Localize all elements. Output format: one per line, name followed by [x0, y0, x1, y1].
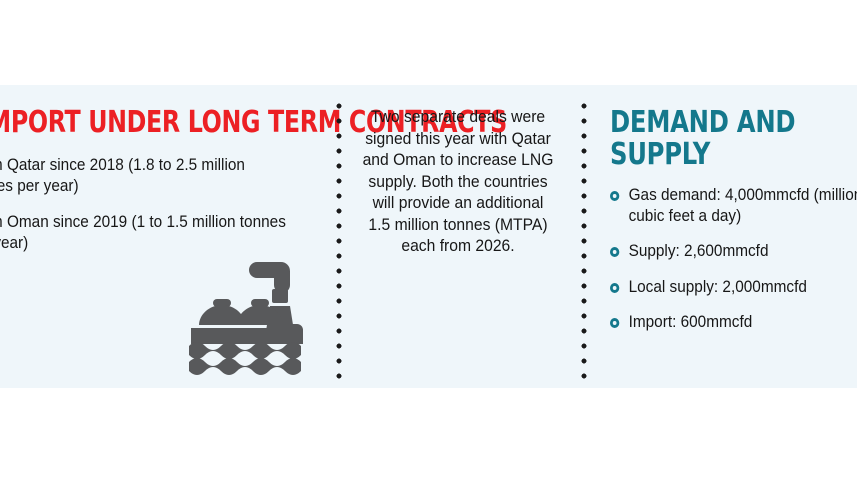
right-column-title-line-2: SUPPLY: [610, 136, 711, 172]
lng-ship-icon: [185, 252, 315, 377]
list-item-label: Local supply: 2,000mmcfd: [628, 277, 807, 296]
list-item: From Qatar since 2018 (1.8 to 2.5 millio…: [0, 155, 291, 198]
right-column-title: DEMAND AND SUPPLY: [610, 107, 857, 171]
left-column-title: G IMPORT UNDER LONG TERM CONTRACTS: [0, 105, 507, 140]
right-column-list: Gas demand: 4,000mmcfd (million cubic fe…: [610, 185, 857, 334]
dotted-divider-right: [581, 103, 587, 388]
list-item-label: Supply: 2,600mmcfd: [628, 242, 769, 261]
column-deal-summary: Two separate deals were signed this year…: [352, 85, 564, 388]
bullet-dot-icon: [610, 282, 620, 293]
list-item: From Oman since 2019 (1 to 1.5 million t…: [0, 212, 291, 255]
list-item-label: From Oman since 2019 (1 to 1.5 million t…: [0, 212, 286, 253]
list-item-label: From Qatar since 2018 (1.8 to 2.5 millio…: [0, 155, 245, 196]
list-item-label: Gas demand: 4,000mmcfd (million cubic fe…: [628, 185, 857, 226]
list-item: Import: 600mmcfd: [610, 312, 857, 333]
bullet-dot-icon: [610, 318, 620, 329]
column-demand-and-supply: DEMAND AND SUPPLY Gas demand: 4,000mmcfd…: [600, 85, 857, 388]
deal-summary-paragraph: Two separate deals were signed this year…: [362, 108, 554, 256]
left-column-list: From Qatar since 2018 (1.8 to 2.5 millio…: [0, 155, 316, 255]
bullet-dot-icon: [610, 247, 620, 258]
list-item: Supply: 2,600mmcfd: [610, 241, 857, 262]
list-item: Local supply: 2,000mmcfd: [610, 277, 857, 298]
dotted-divider-left: [336, 103, 342, 388]
bullet-dot-icon: [610, 190, 620, 201]
right-column-title-line-1: DEMAND AND: [610, 105, 796, 140]
lng-ship-icon-svg: [189, 262, 303, 375]
list-item: Gas demand: 4,000mmcfd (million cubic fe…: [610, 185, 857, 228]
infographic-panel: [0, 85, 857, 388]
list-item-label: Import: 600mmcfd: [628, 313, 753, 332]
